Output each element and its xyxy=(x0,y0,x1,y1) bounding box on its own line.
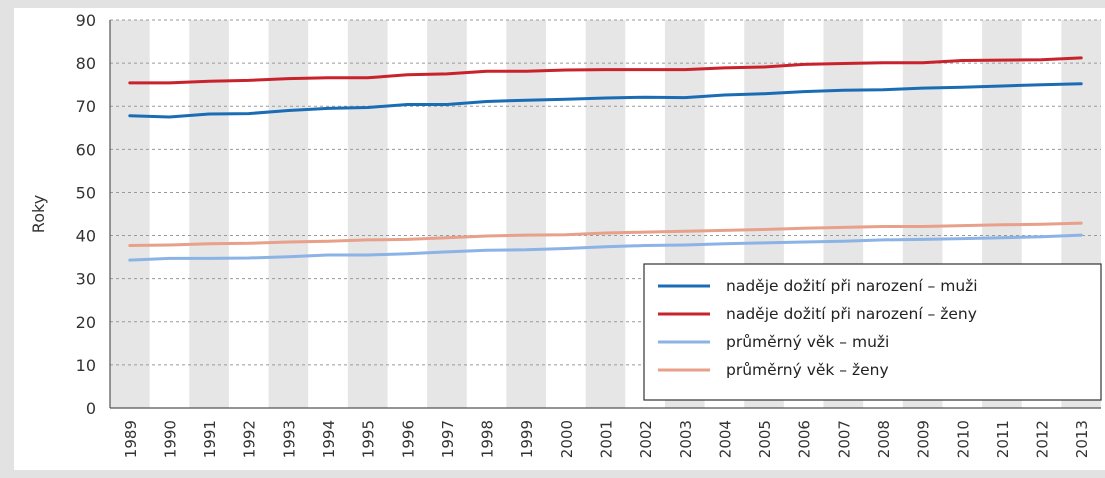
y-tick-label: 0 xyxy=(86,399,96,418)
year-band xyxy=(427,20,467,408)
x-tick-label: 2008 xyxy=(875,420,893,458)
x-tick-label: 2013 xyxy=(1073,420,1091,458)
legend-label: průměrný věk – ženy xyxy=(726,361,889,379)
series-line xyxy=(128,56,1083,85)
x-tick-label: 1999 xyxy=(518,420,536,458)
year-band xyxy=(110,20,150,408)
x-tick-label: 2003 xyxy=(677,420,695,458)
year-band xyxy=(268,20,309,408)
x-tick-label: 2000 xyxy=(558,420,576,458)
series-lines xyxy=(128,56,1083,262)
legend-label: naděje dožití při narození – ženy xyxy=(726,305,977,323)
legend-box xyxy=(643,263,1102,401)
x-tick-label: 1992 xyxy=(241,420,259,458)
y-tick-labels: 0 10 20 30 40 50 60 70 80 90 xyxy=(76,11,96,418)
axes xyxy=(109,20,1101,409)
x-tick-label: 1998 xyxy=(479,420,497,458)
line-chart: 0 10 20 30 40 50 60 70 80 90 1989 1990 1991 1992 1993… xyxy=(29,11,1102,458)
y-tick-label: 60 xyxy=(76,140,96,159)
x-tick-label: 2001 xyxy=(598,420,616,458)
y-tick-label: 30 xyxy=(76,270,96,289)
y-tick-label: 40 xyxy=(76,227,96,246)
x-tick-label: 1990 xyxy=(161,420,179,458)
x-tick-label: 2011 xyxy=(994,420,1012,458)
x-tick-label: 2007 xyxy=(835,420,853,458)
x-tick-label: 2006 xyxy=(796,420,814,458)
x-tick-label: 2009 xyxy=(915,420,933,458)
y-tick-label: 10 xyxy=(76,356,96,375)
legend-label: průměrný věk – muži xyxy=(726,333,889,351)
year-band xyxy=(585,20,626,408)
series-line xyxy=(128,82,1083,119)
series-line xyxy=(128,221,1083,247)
legend: naděje dožití při narození – muži naděje … xyxy=(643,263,1102,401)
y-tick-label: 90 xyxy=(76,11,96,30)
x-tick-label: 1997 xyxy=(439,420,457,458)
legend-label: naděje dožití při narození – muži xyxy=(726,277,978,295)
chart-panel: 0 10 20 30 40 50 60 70 80 90 1989 1990 1991 1992 1993… xyxy=(14,8,1105,470)
year-band xyxy=(506,20,547,408)
x-tick-label: 1996 xyxy=(399,420,417,458)
x-tick-label: 1989 xyxy=(122,420,140,458)
y-tick-label: 50 xyxy=(76,183,96,202)
year-band xyxy=(189,20,229,408)
y-axis-title: Roky xyxy=(29,195,48,233)
x-tick-label: 1991 xyxy=(201,420,219,458)
x-tick-label: 1993 xyxy=(280,420,298,458)
series-line xyxy=(128,233,1083,262)
y-tick-label: 80 xyxy=(76,54,96,73)
x-tick-label: 2002 xyxy=(637,420,655,458)
x-tick-labels: 1989 1990 1991 1992 1993 1994 1995 1996 1997 1998… xyxy=(122,420,1091,458)
x-tick-label: 2004 xyxy=(716,420,734,458)
x-tick-label: 1995 xyxy=(360,420,378,458)
x-tick-label: 2005 xyxy=(756,420,774,458)
year-band xyxy=(347,20,388,408)
y-tick-label: 70 xyxy=(76,97,96,116)
x-tick-label: 2010 xyxy=(954,420,972,458)
y-tick-label: 20 xyxy=(76,313,96,332)
x-tick-label: 2012 xyxy=(1034,420,1052,458)
x-tick-label: 1994 xyxy=(320,420,338,458)
